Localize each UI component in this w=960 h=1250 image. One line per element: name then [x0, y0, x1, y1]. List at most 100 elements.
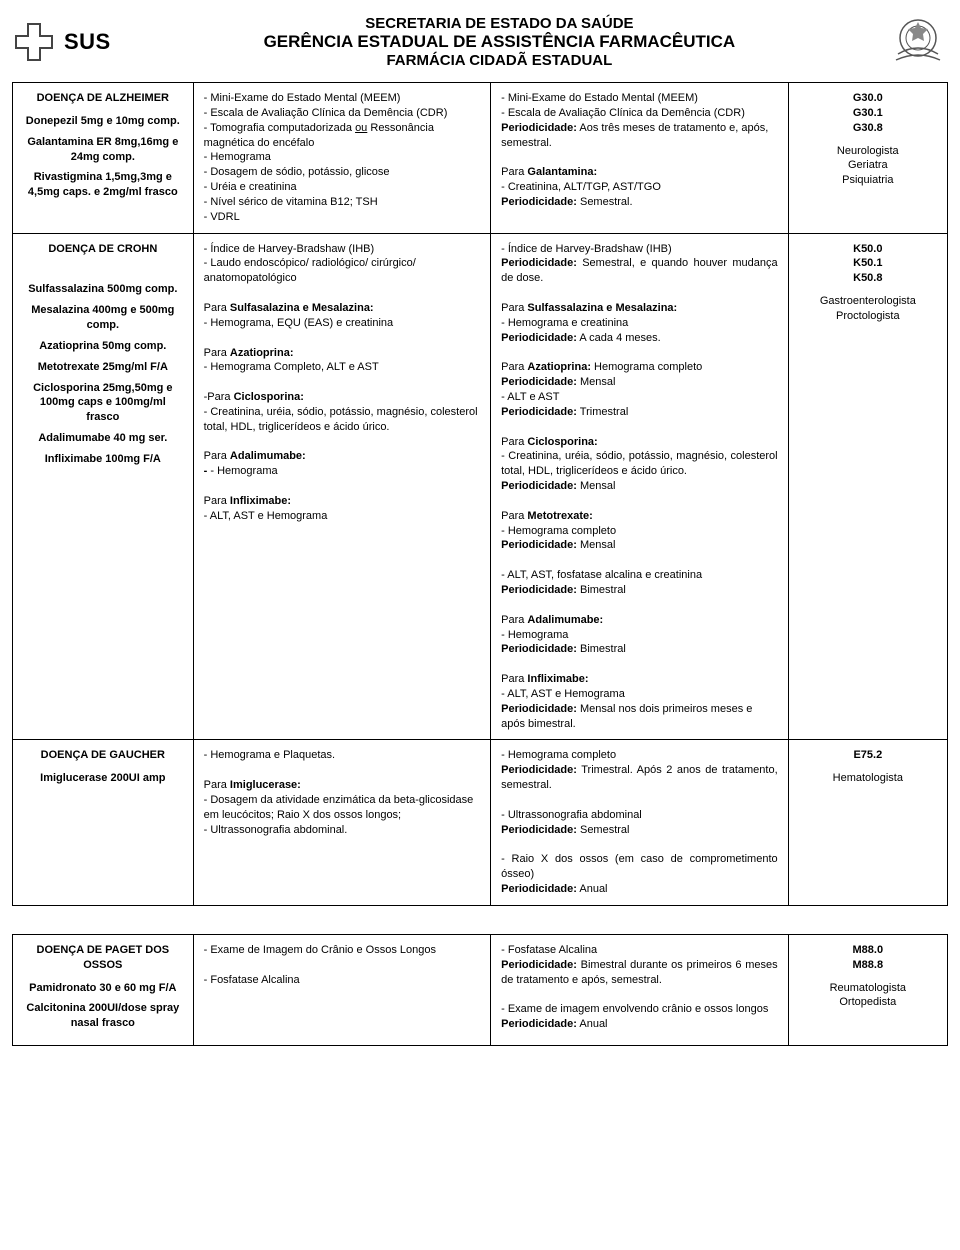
- sus-text: SUS: [64, 29, 111, 55]
- cell-codes: M88.0 M88.8 Reumatologista Ortopedista: [788, 934, 947, 1045]
- medication: Galantamina ER 8mg,16mg e 24mg comp.: [23, 135, 183, 165]
- medication: Donepezil 5mg e 10mg comp.: [23, 114, 183, 129]
- exam-line: - ALT, AST, fosfatase alcalina e creatin…: [501, 568, 778, 583]
- cid-codes: M88.0 M88.8: [799, 943, 937, 973]
- table-row: DOENÇA DE GAUCHER Imiglucerase 200UI amp…: [13, 740, 948, 905]
- exam-line: - Uréia e creatinina: [204, 180, 481, 195]
- header-title-3: FARMÁCIA CIDADÃ ESTADUAL: [111, 52, 888, 69]
- cell-initial-exams: - Mini-Exame do Estado Mental (MEEM) - E…: [193, 83, 491, 234]
- exam-line: - Hemograma e Plaquetas.: [204, 748, 481, 763]
- exam-line: Para Azatioprina:: [204, 346, 481, 361]
- exam-line: - Ultrassonografia abdominal: [501, 808, 778, 823]
- protocol-table-2: DOENÇA DE PAGET DOS OSSOS Pamidronato 30…: [12, 934, 948, 1046]
- exam-line: Periodicidade: Bimestral: [501, 642, 778, 657]
- exam-line: Para Imiglucerase:: [204, 778, 481, 793]
- cell-followup-exams: - Índice de Harvey-Bradshaw (IHB) Period…: [491, 233, 789, 740]
- header-title-1: SECRETARIA DE ESTADO DA SAÚDE: [111, 15, 888, 32]
- protocol-table: DOENÇA DE ALZHEIMER Donepezil 5mg e 10mg…: [12, 82, 948, 906]
- specialists: Hematologista: [799, 771, 937, 786]
- specialists: Gastroenterologista Proctologista: [799, 294, 937, 324]
- exam-line: - VDRL: [204, 210, 481, 225]
- plus-icon: [12, 20, 56, 64]
- medication: Imiglucerase 200UI amp: [23, 771, 183, 786]
- exam-line: Para Sulfasalazina e Mesalazina:: [204, 301, 481, 316]
- exam-line: Periodicidade: Semestral: [501, 823, 778, 838]
- cell-codes: G30.0 G30.1 G30.8 Neurologista Geriatra …: [788, 83, 947, 234]
- exam-line: - Creatinina, uréia, sódio, potássio, ma…: [501, 449, 778, 479]
- disease-name: DOENÇA DE GAUCHER: [23, 748, 183, 763]
- header-title-2: GERÊNCIA ESTADUAL DE ASSISTÊNCIA FARMACÊ…: [111, 32, 888, 52]
- exam-line: - Índice de Harvey-Bradshaw (IHB): [501, 242, 778, 257]
- exam-line: - Creatinina, uréia, sódio, potássio, ma…: [204, 405, 481, 435]
- exam-line: - Hemograma Completo, ALT e AST: [204, 360, 481, 375]
- exam-line: - Hemograma completo: [501, 748, 778, 763]
- medication: Rivastigmina 1,5mg,3mg e 4,5mg caps. e 2…: [23, 170, 183, 200]
- exam-line: - Fosfatase Alcalina: [204, 973, 481, 988]
- table-row: DOENÇA DE CROHN Sulfassalazina 500mg com…: [13, 233, 948, 740]
- exam-line: - Escala de Avaliação Clínica da Demênci…: [501, 106, 778, 121]
- header-titles: SECRETARIA DE ESTADO DA SAÚDE GERÊNCIA E…: [111, 15, 888, 69]
- cell-initial-exams: - Índice de Harvey-Bradshaw (IHB) - Laud…: [193, 233, 491, 740]
- exam-line: Periodicidade: Trimestral: [501, 405, 778, 420]
- table-row: DOENÇA DE PAGET DOS OSSOS Pamidronato 30…: [13, 934, 948, 1045]
- exam-line: - Dosagem de sódio, potássio, glicose: [204, 165, 481, 180]
- exam-line: Para Adalimumabe:: [204, 449, 481, 464]
- cell-disease: DOENÇA DE CROHN Sulfassalazina 500mg com…: [13, 233, 194, 740]
- exam-line: Para Sulfassalazina e Mesalazina:: [501, 301, 778, 316]
- exam-line: Para Galantamina:: [501, 165, 778, 180]
- exam-line: - Hemograma: [501, 628, 778, 643]
- exam-line: - Laudo endoscópico/ radiológico/ cirúrg…: [204, 256, 481, 286]
- exam-line: - Hemograma e creatinina: [501, 316, 778, 331]
- sus-logo: SUS: [12, 20, 111, 64]
- medication: Metotrexate 25mg/ml F/A: [23, 360, 183, 375]
- exam-line: - Nível sérico de vitamina B12; TSH: [204, 195, 481, 210]
- state-seal-icon: [888, 12, 948, 72]
- exam-line: - Tomografia computadorizada ou Ressonân…: [204, 121, 481, 151]
- medication: Infliximabe 100mg F/A: [23, 452, 183, 467]
- disease-name: DOENÇA DE CROHN: [23, 242, 183, 257]
- cell-initial-exams: - Hemograma e Plaquetas. Para Imiglucera…: [193, 740, 491, 905]
- specialists: Reumatologista Ortopedista: [799, 981, 937, 1011]
- exam-line: - Índice de Harvey-Bradshaw (IHB): [204, 242, 481, 257]
- exam-line: Periodicidade: Semestral.: [501, 195, 778, 210]
- cid-codes: E75.2: [799, 748, 937, 763]
- exam-line: - Mini-Exame do Estado Mental (MEEM): [204, 91, 481, 106]
- exam-line: - Ultrassonografia abdominal.: [204, 823, 481, 838]
- exam-line: - - Hemograma: [204, 464, 481, 479]
- specialists: Neurologista Geriatra Psiquiatria: [799, 144, 937, 189]
- exam-line: Periodicidade: A cada 4 meses.: [501, 331, 778, 346]
- exam-line: Periodicidade: Bimestral: [501, 583, 778, 598]
- disease-name: DOENÇA DE ALZHEIMER: [23, 91, 183, 106]
- exam-line: - Fosfatase Alcalina: [501, 943, 778, 958]
- exam-line: Periodicidade: Mensal: [501, 375, 778, 390]
- cid-codes: G30.0 G30.1 G30.8: [799, 91, 937, 136]
- exam-line: Periodicidade: Anual: [501, 1017, 778, 1032]
- exam-line: - Exame de Imagem do Crânio e Ossos Long…: [204, 943, 481, 958]
- cell-initial-exams: - Exame de Imagem do Crânio e Ossos Long…: [193, 934, 491, 1045]
- medication: Sulfassalazina 500mg comp.: [23, 282, 183, 297]
- exam-line: - Exame de imagem envolvendo crânio e os…: [501, 1002, 778, 1017]
- exam-line: Para Infliximabe:: [204, 494, 481, 509]
- medication: Calcitonina 200UI/dose spray nasal frasc…: [23, 1001, 183, 1031]
- header-left: SUS: [12, 20, 111, 64]
- exam-line: Periodicidade: Mensal: [501, 479, 778, 494]
- exam-line: - Hemograma completo: [501, 524, 778, 539]
- exam-line: Periodicidade: Mensal nos dois primeiros…: [501, 702, 778, 732]
- cell-disease: DOENÇA DE PAGET DOS OSSOS Pamidronato 30…: [13, 934, 194, 1045]
- exam-line: - ALT, AST e Hemograma: [204, 509, 481, 524]
- exam-line: Periodicidade: Mensal: [501, 538, 778, 553]
- cell-disease: DOENÇA DE GAUCHER Imiglucerase 200UI amp: [13, 740, 194, 905]
- exam-line: - Mini-Exame do Estado Mental (MEEM): [501, 91, 778, 106]
- exam-line: Periodicidade: Bimestral durante os prim…: [501, 958, 778, 988]
- cell-disease: DOENÇA DE ALZHEIMER Donepezil 5mg e 10mg…: [13, 83, 194, 234]
- exam-line: - Raio X dos ossos (em caso de compromet…: [501, 852, 778, 882]
- medication: Adalimumabe 40 mg ser.: [23, 431, 183, 446]
- exam-line: - ALT e AST: [501, 390, 778, 405]
- exam-line: Para Ciclosporina:: [501, 435, 778, 450]
- exam-line: Periodicidade: Anual: [501, 882, 778, 897]
- exam-line: Para Adalimumabe:: [501, 613, 778, 628]
- cell-followup-exams: - Hemograma completo Periodicidade: Trim…: [491, 740, 789, 905]
- exam-line: Para Infliximabe:: [501, 672, 778, 687]
- cid-codes: K50.0 K50.1 K50.8: [799, 242, 937, 287]
- cell-codes: K50.0 K50.1 K50.8 Gastroenterologista Pr…: [788, 233, 947, 740]
